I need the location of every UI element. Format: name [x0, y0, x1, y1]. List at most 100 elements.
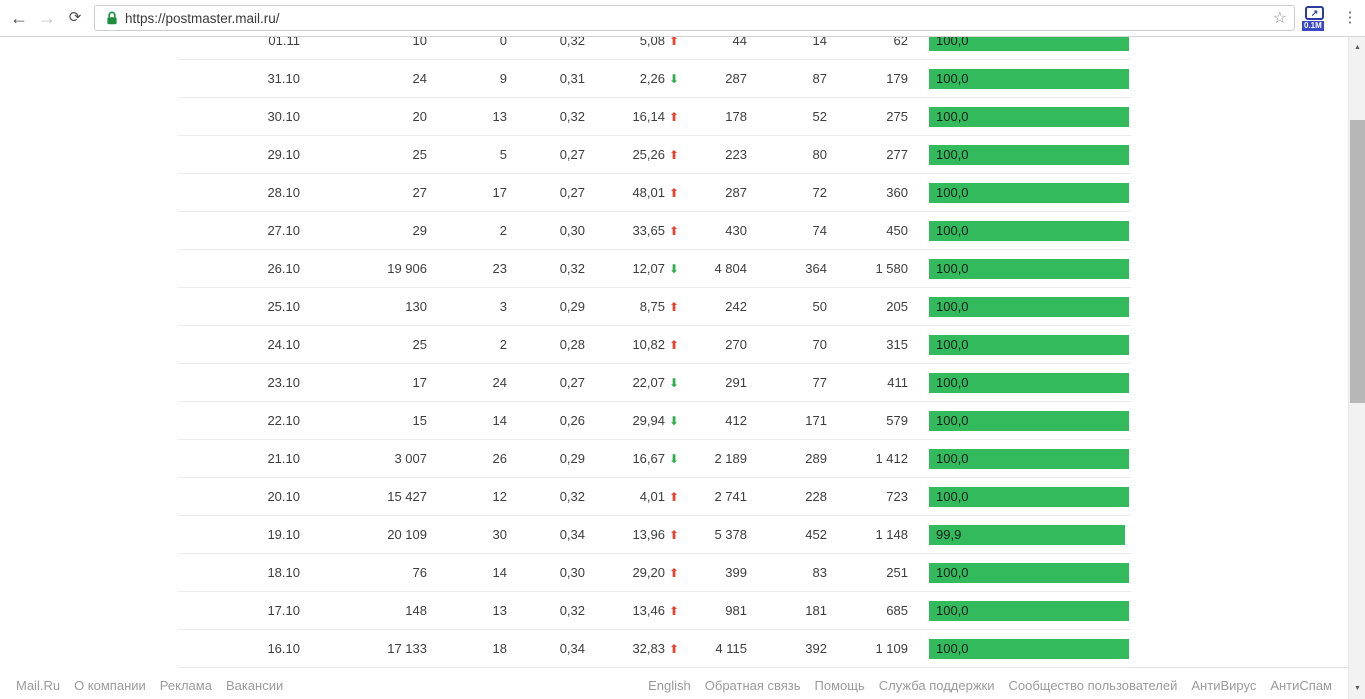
cell-value-6: 364 — [805, 261, 827, 276]
cell-percent-with-trend: 32,83 ⬆ — [585, 630, 679, 667]
cell-value-5: 2 189 — [714, 451, 747, 466]
footer-link[interactable]: Служба поддержки — [878, 678, 995, 693]
cell-value-6: 181 — [805, 603, 827, 618]
cell-value-1: 15 427 — [387, 489, 427, 504]
footer-link[interactable]: О компании — [74, 678, 146, 693]
progress-bar-label: 100,0 — [936, 223, 969, 238]
table-row: 17.10 148 13 0,32 13,46 ⬆ 981 181 685 100… — [178, 592, 1131, 630]
progress-bar-track: 100,0 — [929, 373, 1129, 393]
cell-value-6: 289 — [805, 451, 827, 466]
progress-bar: 100,0 — [929, 69, 1129, 89]
cell-date: 22.10 — [267, 413, 300, 428]
footer-link[interactable]: Mail.Ru — [16, 678, 61, 693]
cell-date: 19.10 — [267, 527, 300, 542]
footer-link[interactable]: Сообщество пользователей — [1008, 678, 1178, 693]
progress-bar-track: 99,9 — [929, 525, 1129, 545]
cell-value-7: 1 148 — [875, 527, 908, 542]
progress-bar-track: 100,0 — [929, 563, 1129, 583]
footer-link[interactable]: English — [648, 678, 691, 693]
progress-bar-label: 100,0 — [936, 109, 969, 124]
cell-value-1: 3 007 — [394, 451, 427, 466]
cell-value-6: 228 — [805, 489, 827, 504]
cell-value-7: 685 — [886, 603, 908, 618]
table-row: 28.10 27 17 0,27 48,01 ⬆ 287 72 360 100,0 — [178, 174, 1131, 212]
trend-up-icon: ⬆ — [668, 604, 679, 618]
scrollbar[interactable]: ▲ ▼ — [1348, 37, 1365, 699]
cell-value-5: 2 741 — [714, 489, 747, 504]
cell-value-7: 277 — [886, 147, 908, 162]
cell-percent-with-trend: 10,82 ⬆ — [585, 326, 679, 363]
cell-value-6: 77 — [812, 375, 827, 390]
cell-value-3: 0,32 — [559, 603, 585, 618]
footer-link[interactable]: Обратная связь — [704, 678, 801, 693]
table-row: 31.10 24 9 0,31 2,26 ⬇ 287 87 179 100,0 — [178, 60, 1131, 98]
cell-value-3: 0,30 — [559, 565, 585, 580]
cell-date: 28.10 — [267, 185, 300, 200]
cell-value-5: 412 — [725, 413, 747, 428]
cell-value-6: 52 — [812, 109, 827, 124]
progress-bar-track: 100,0 — [929, 259, 1129, 279]
cell-value-1: 17 — [412, 375, 427, 390]
scroll-up-icon[interactable]: ▲ — [1354, 44, 1361, 51]
cell-value-7: 723 — [886, 489, 908, 504]
progress-bar: 100,0 — [929, 487, 1129, 507]
progress-bar-track: 100,0 — [929, 639, 1129, 659]
cell-value-2: 17 — [492, 185, 507, 200]
scrollbar-thumb[interactable] — [1350, 120, 1365, 403]
ssl-lock-icon — [106, 11, 118, 31]
browser-menu-icon[interactable]: ⋮ — [1342, 9, 1358, 26]
refresh-icon[interactable]: ⟳ — [68, 9, 82, 26]
progress-bar-label: 100,0 — [936, 375, 969, 390]
cell-value-7: 251 — [886, 565, 908, 580]
cell-value-1: 19 906 — [387, 261, 427, 276]
cell-value-6: 70 — [812, 337, 827, 352]
extension-icon[interactable]: ↗ — [1305, 6, 1324, 20]
cell-value-1: 15 — [412, 413, 427, 428]
cell-value-7: 1 580 — [875, 261, 908, 276]
table-row: 29.10 25 5 0,27 25,26 ⬆ 223 80 277 100,0 — [178, 136, 1131, 174]
footer-link[interactable]: Вакансии — [225, 678, 284, 693]
cell-value-6: 74 — [812, 223, 827, 238]
footer-link[interactable]: Реклама — [159, 678, 212, 693]
trend-up-icon: ⬆ — [668, 148, 679, 162]
progress-bar-label: 100,0 — [936, 413, 969, 428]
cell-value-2: 13 — [492, 109, 507, 124]
cell-value-2: 18 — [492, 641, 507, 656]
progress-bar-label: 100,0 — [936, 565, 969, 580]
cell-percent-with-trend: 29,94 ⬇ — [585, 402, 679, 439]
progress-bar-track: 100,0 — [929, 107, 1129, 127]
bookmark-star-icon[interactable]: ☆ — [1272, 10, 1287, 27]
trend-up-icon: ⬆ — [668, 186, 679, 200]
browser-toolbar: ← → ⟳ https://postmaster.mail.ru/ ☆ ↗ 0.… — [0, 0, 1365, 37]
forward-icon[interactable]: → — [38, 8, 56, 28]
progress-bar-track: 100,0 — [929, 449, 1129, 469]
address-bar[interactable]: https://postmaster.mail.ru/ ☆ — [94, 5, 1295, 31]
cell-value-6: 50 — [812, 299, 827, 314]
footer-link[interactable]: АнтиСпам — [1270, 678, 1332, 693]
progress-bar-label: 100,0 — [936, 299, 969, 314]
cell-value-7: 411 — [887, 375, 908, 390]
footer-links-right: English Обратная связь Помощь Служба поддер… — [634, 677, 1332, 695]
trend-up-icon: ⬆ — [668, 34, 679, 48]
trend-down-icon: ⬇ — [668, 376, 679, 390]
footer-link[interactable]: АнтиВирус — [1191, 678, 1257, 693]
table-row: 25.10 130 3 0,29 8,75 ⬆ 242 50 205 100,0 — [178, 288, 1131, 326]
cell-percent-with-trend: 4,01 ⬆ — [585, 478, 679, 515]
table-row: 18.10 76 14 0,30 29,20 ⬆ 399 83 251 100,0 — [178, 554, 1131, 592]
table-row: 24.10 25 2 0,28 10,82 ⬆ 270 70 315 100,0 — [178, 326, 1131, 364]
back-icon[interactable]: ← — [10, 8, 28, 28]
trend-down-icon: ⬇ — [668, 452, 679, 466]
cell-value-6: 171 — [805, 413, 827, 428]
footer-link[interactable]: Помощь — [814, 678, 865, 693]
cell-value-5: 178 — [725, 109, 747, 124]
url-text[interactable]: https://postmaster.mail.ru/ — [125, 11, 280, 26]
cell-value-1: 24 — [412, 71, 427, 86]
extension-badge: 0.1M — [1302, 21, 1324, 31]
cell-value-2: 3 — [499, 299, 507, 314]
cell-value-3: 0,27 — [559, 147, 585, 162]
cell-value-2: 2 — [499, 223, 507, 238]
cell-value-7: 315 — [886, 337, 908, 352]
trend-up-icon: ⬆ — [668, 490, 679, 504]
scroll-down-icon[interactable]: ▼ — [1354, 685, 1361, 692]
progress-bar: 100,0 — [929, 411, 1129, 431]
